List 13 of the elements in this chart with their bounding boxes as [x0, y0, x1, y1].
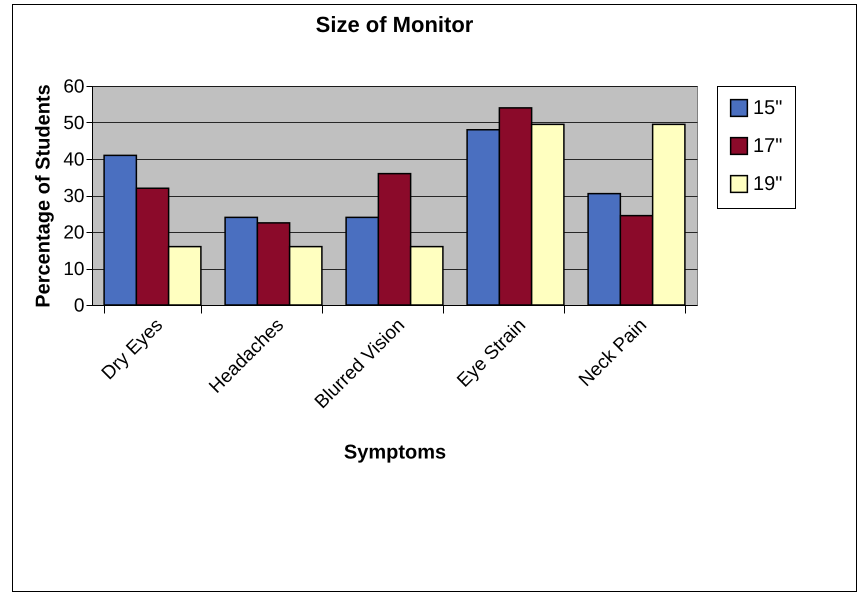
legend-label: 19": [753, 173, 782, 195]
y-tick-label: 40: [63, 150, 84, 170]
legend-label: 17": [753, 135, 782, 157]
y-tick-label: 10: [63, 259, 84, 280]
x-axis-title: Symptoms: [344, 441, 446, 464]
legend-label: 15": [753, 97, 782, 119]
y-tick-label: 60: [63, 76, 84, 98]
y-tick-label: 20: [63, 222, 84, 244]
y-tick-label: 0: [74, 296, 84, 316]
y-axis-title: Percentage of Students: [32, 84, 54, 308]
chart-title: Size of Monitor: [316, 12, 474, 37]
y-tick-label: 30: [63, 186, 84, 207]
y-tick-label: 50: [63, 113, 84, 134]
